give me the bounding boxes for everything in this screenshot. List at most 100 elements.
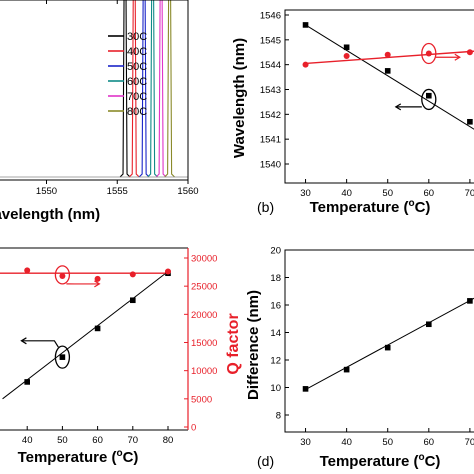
data-point (384, 68, 391, 74)
x-tick-label: 1550 (36, 186, 57, 197)
x-tick-label: 70 (465, 188, 474, 199)
data-point (343, 366, 350, 373)
arrow-head (454, 53, 461, 61)
plot-frame (284, 249, 474, 433)
legend-label: 30C (127, 31, 147, 43)
y-tick-label: 1546 (260, 11, 281, 22)
y2-tick-label: 10000 (191, 366, 217, 377)
spectrum-peak (164, 0, 175, 178)
x-tick-label: 60 (424, 188, 435, 199)
x-tick-label: 30 (300, 437, 311, 448)
series-marker-oval (421, 88, 437, 111)
data-point (466, 49, 473, 56)
panel-a-plot (0, 0, 188, 178)
data-point (302, 61, 309, 68)
spectrum-peak (128, 0, 140, 178)
y-tick-label: 20 (270, 246, 281, 257)
data-point (302, 386, 309, 392)
y-tick-label: 1544 (260, 60, 281, 71)
data-point (59, 273, 66, 280)
fit-line (2, 271, 169, 400)
panel-label: (b) (257, 199, 274, 215)
x-tick-label: 50 (382, 437, 393, 448)
arrow-head (20, 337, 27, 345)
y-tick-label: 1542 (260, 110, 281, 121)
y-tick-label: 1543 (260, 85, 281, 96)
data-point (94, 325, 101, 332)
y2-tick-label: 15000 (191, 338, 217, 349)
legend-label: 70C (127, 91, 147, 103)
x-tick-label: 60 (92, 435, 103, 446)
x-tick-label: 60 (424, 437, 435, 448)
y2-axis-title: Q factor (225, 313, 242, 374)
data-point (302, 22, 309, 28)
data-point (426, 92, 432, 99)
series-marker-oval (54, 265, 71, 285)
x-tick-label: 1555 (107, 186, 128, 197)
data-point (384, 344, 391, 351)
data-point (343, 44, 350, 51)
x-tick-label: 40 (341, 437, 352, 448)
x-tick-label: 30 (300, 188, 311, 199)
data-point (165, 268, 171, 275)
arrow-head (94, 280, 101, 288)
y-tick-label: 8 (276, 411, 281, 422)
y-tick-label: 1540 (260, 160, 281, 171)
x-tick-label: 50 (57, 435, 68, 446)
panel-c: 40 50 60 70 80 0 5000 10000 15000 20000 25000 30000… (0, 247, 242, 446)
y2-tick-label: 30000 (191, 254, 217, 265)
fit-line (305, 50, 474, 65)
arrow-head (394, 103, 402, 111)
spectrum-peak (119, 0, 131, 178)
legend-label: 40C (127, 46, 147, 58)
spectrum-peak (147, 0, 159, 178)
data-point (59, 354, 66, 360)
y-axis-title: Difference (nm) (245, 290, 262, 400)
y-tick-label: 1545 (260, 35, 281, 46)
x-tick-label: 40 (341, 188, 352, 199)
legend-label: 80C (127, 106, 147, 118)
panel-a: 40154515501555156030C40C50C60C70C80CWave… (0, 0, 199, 223)
plot-frame (284, 9, 474, 184)
y2-tick-label: 25000 (191, 282, 217, 293)
panel-d: 8 10 12 14 16 18 20 30 40 50 60 70 Difference (nm) (d… (245, 246, 474, 469)
y-tick-label: 18 (270, 273, 281, 284)
data-point (130, 297, 136, 304)
data-point (24, 267, 31, 274)
y-tick-label: 1541 (260, 135, 281, 146)
x-tick-label: 1560 (177, 186, 198, 197)
panel-label: (d) (257, 453, 274, 469)
y2-tick-label: 20000 (191, 310, 217, 321)
y-tick-label: 10 (270, 383, 281, 394)
series-marker-oval (421, 42, 437, 65)
data-point (343, 52, 350, 59)
data-point (384, 51, 391, 58)
fit-line (305, 297, 474, 391)
data-point (425, 50, 432, 57)
spectrum-peak (155, 0, 167, 178)
x-axis-title: Temperature (oC) (18, 448, 139, 466)
y-tick-label: 14 (270, 328, 281, 339)
x-tick-label: 50 (382, 188, 393, 199)
y2-tick-label: 0 (191, 423, 196, 434)
series-marker-oval (54, 345, 71, 369)
axis-arrow (22, 340, 59, 348)
y-tick-label: 12 (270, 356, 281, 367)
data-point (426, 321, 432, 328)
data-point (467, 118, 473, 125)
legend-label: 60C (127, 76, 147, 88)
spectrum-peak (138, 0, 150, 178)
data-point (129, 271, 136, 278)
x-axis-title: Wavelength (nm) (0, 206, 100, 223)
x-tick-label: 70 (465, 437, 474, 448)
x-tick-label: 70 (128, 435, 139, 446)
x-axis-title: Temperature (oC) (310, 198, 431, 216)
data-point (24, 379, 30, 385)
fit-line (305, 24, 474, 130)
y2-tick-label: 5000 (191, 394, 212, 405)
legend-label: 50C (127, 61, 147, 73)
x-axis-title: Temperature (oC) (320, 452, 441, 470)
panel-b: 1540 1541 1542 1543 1544 1545 1546 30 40 50 60 70 Wa… (231, 9, 474, 215)
data-point (467, 298, 473, 304)
